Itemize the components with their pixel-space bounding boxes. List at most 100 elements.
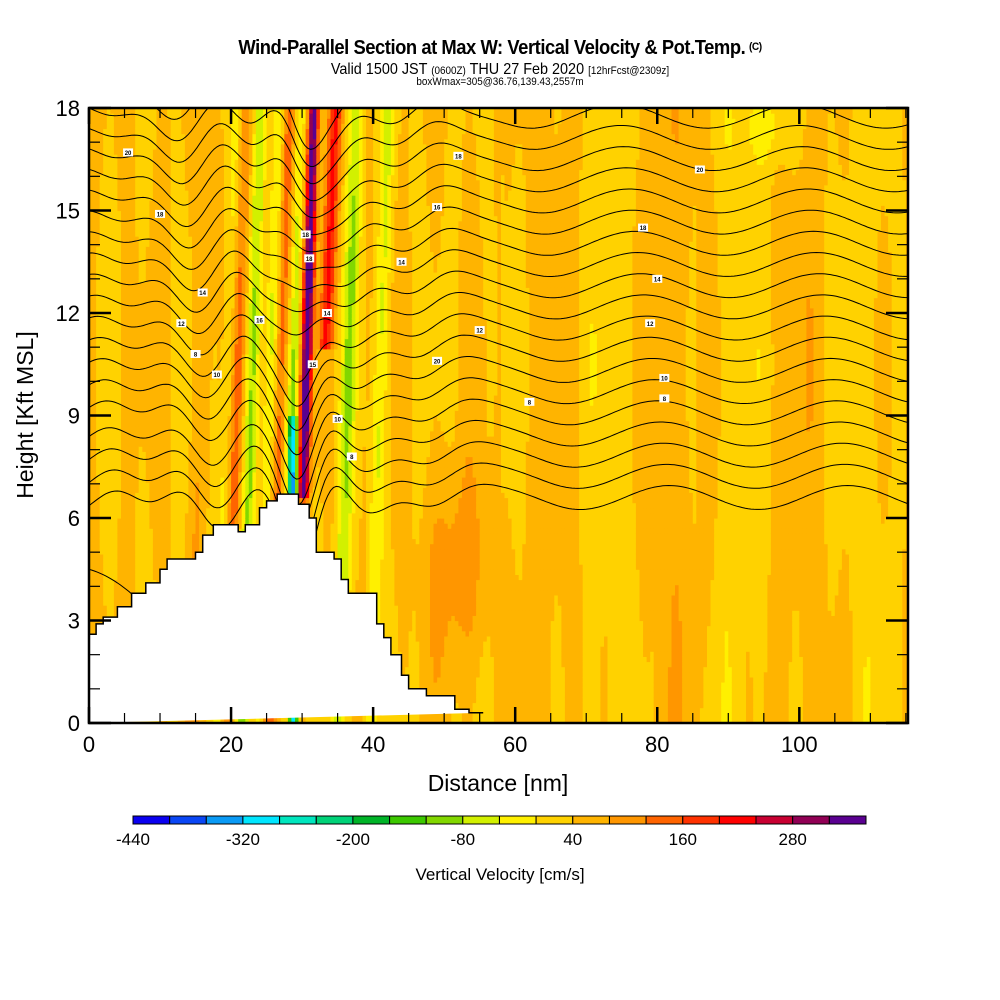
field-cell [103, 380, 107, 386]
field-cell [220, 195, 224, 201]
field-cell [181, 334, 185, 340]
field-cell [96, 580, 100, 586]
field-cell [206, 164, 210, 170]
field-cell [117, 159, 121, 165]
field-cell [132, 359, 136, 365]
field-cell [220, 139, 224, 145]
field-cell [132, 180, 136, 186]
field-cell [153, 287, 157, 293]
field-cell [174, 149, 178, 155]
field-cell [125, 175, 129, 181]
field-cell [96, 528, 100, 534]
field-cell [96, 390, 100, 396]
field-cell [103, 318, 107, 324]
field-cell [96, 554, 100, 560]
field-cell [174, 246, 178, 252]
field-cell [206, 467, 210, 473]
field-cell [96, 482, 100, 488]
field-cell [103, 569, 107, 575]
field-cell [139, 272, 143, 278]
field-cell [132, 298, 136, 304]
field-cell [117, 518, 121, 524]
field-cell [117, 539, 121, 545]
field-cell [132, 564, 136, 570]
field-cell [96, 277, 100, 283]
field-cell [132, 170, 136, 176]
field-cell [188, 298, 192, 304]
field-cell [153, 400, 157, 406]
field-cell [132, 569, 136, 575]
field-cell [206, 334, 210, 340]
field-cell [146, 180, 150, 186]
field-cell [125, 354, 129, 360]
field-cell [146, 554, 150, 560]
field-cell [139, 369, 143, 375]
field-cell [153, 354, 157, 360]
field-cell [181, 528, 185, 534]
field-cell [146, 221, 150, 227]
field-cell [228, 231, 232, 237]
field-cell [110, 349, 114, 355]
field-cell [181, 441, 185, 447]
field-cell [228, 416, 232, 422]
field-cell [167, 421, 171, 427]
field-cell [125, 523, 129, 529]
field-cell [110, 272, 114, 278]
field-cell [220, 472, 224, 478]
field-cell [132, 421, 136, 427]
field-cell [117, 211, 121, 217]
field-cell [206, 236, 210, 242]
field-cell [174, 375, 178, 381]
field-cell [220, 287, 224, 293]
field-cell [125, 267, 129, 273]
field-cell [167, 164, 171, 170]
field-cell [96, 118, 100, 124]
field-cell [228, 328, 232, 334]
field-cell [103, 390, 107, 396]
field-cell [153, 472, 157, 478]
field-cell [167, 498, 171, 504]
field-cell [174, 154, 178, 160]
field-cell [96, 467, 100, 473]
field-cell [103, 595, 107, 601]
field-cell [174, 139, 178, 145]
field-cell [174, 339, 178, 345]
field-cell [139, 287, 143, 293]
field-cell [181, 549, 185, 555]
field-cell [103, 508, 107, 514]
field-cell [153, 508, 157, 514]
field-cell [96, 175, 100, 181]
field-cell [139, 513, 143, 519]
field-cell [103, 123, 107, 129]
field-cell [146, 472, 150, 478]
field-cell [196, 539, 200, 545]
field-cell [213, 129, 217, 135]
field-cell [213, 385, 217, 391]
field-cell [206, 211, 210, 217]
field-cell [228, 431, 232, 437]
field-cell [153, 277, 157, 283]
field-cell [196, 277, 200, 283]
field-cell [117, 462, 121, 468]
field-cell [220, 498, 224, 504]
field-cell [146, 185, 150, 191]
field-cell [167, 436, 171, 442]
field-cell [174, 410, 178, 416]
field-cell [139, 508, 143, 514]
field-cell [167, 144, 171, 150]
field-cell [188, 482, 192, 488]
field-cell [188, 282, 192, 288]
field-cell [196, 313, 200, 319]
field-cell [196, 395, 200, 401]
field-cell [174, 462, 178, 468]
field-cell [103, 395, 107, 401]
field-cell [103, 364, 107, 370]
field-cell [125, 457, 129, 463]
field-cell [188, 164, 192, 170]
field-cell [117, 154, 121, 160]
field-cell [206, 513, 210, 519]
field-cell [196, 405, 200, 411]
field-cell [181, 308, 185, 314]
field-cell [153, 262, 157, 268]
field-cell [196, 533, 200, 539]
